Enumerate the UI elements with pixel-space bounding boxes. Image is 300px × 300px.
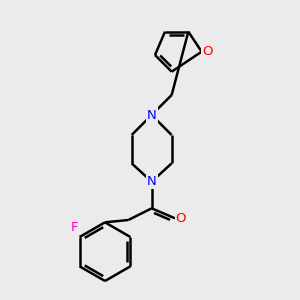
Text: N: N	[147, 175, 157, 188]
Text: O: O	[176, 212, 186, 225]
Text: O: O	[202, 45, 213, 58]
Text: F: F	[70, 221, 78, 234]
Text: N: N	[147, 109, 157, 122]
